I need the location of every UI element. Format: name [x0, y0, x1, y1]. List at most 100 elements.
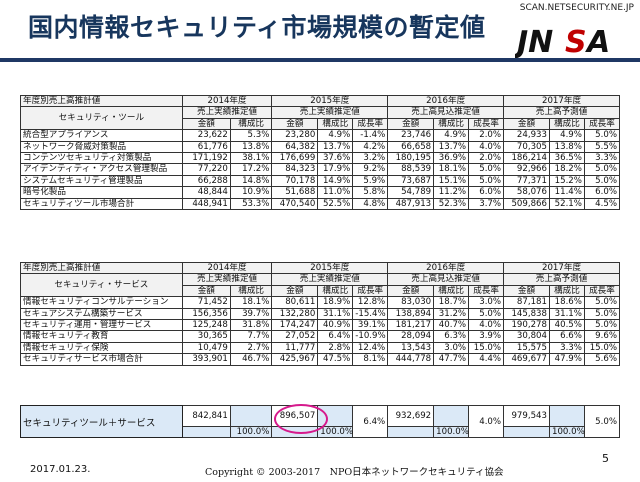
summary-value-2017: 979,543 — [503, 405, 550, 427]
row-label: セキュアシステム構築サービス — [20, 307, 183, 321]
column-label: 構成比 — [548, 284, 585, 298]
table-cell: 48,844 — [181, 186, 231, 199]
year-header: 2014年度 — [181, 261, 273, 275]
table-cell: 31.8% — [229, 319, 273, 332]
table-cell: 3.3% — [583, 152, 621, 165]
table-cell: 145,838 — [503, 307, 550, 321]
row-label: コンテンツセキュリティ対策製品 — [20, 152, 183, 165]
table-cell: 5.5% — [583, 140, 621, 154]
table-cell: 3.0% — [433, 341, 470, 355]
table-cell: 73,687 — [387, 174, 435, 188]
column-label: 金額 — [271, 284, 319, 298]
table-cell: 9.2% — [352, 163, 389, 176]
total-cell: 46.7% — [229, 353, 273, 366]
table-cell: 6.0% — [583, 186, 621, 199]
page-number: 5 — [602, 452, 609, 465]
table-cell: 11.2% — [433, 186, 470, 199]
table-row: 暗号化製品 48,844 10.9% 51,688 11.0% 5.8% 54,789 11.… — [20, 186, 621, 199]
table-cell: 5.9% — [352, 174, 389, 188]
total-cell: 47.5% — [317, 353, 354, 366]
svg-text:A: A — [585, 25, 610, 60]
table-row: ネットワーク脅威対策製品 61,776 13.8% 64,382 13.7% 4.2% 66… — [20, 140, 621, 154]
table-cell: 15.2% — [548, 174, 585, 188]
summary-fill-2016 — [387, 426, 435, 438]
table-cell: 83,030 — [387, 296, 435, 309]
header-rule — [0, 58, 640, 62]
table-cell: 5.0% — [468, 307, 505, 321]
year-header: 2017年度 — [503, 94, 620, 108]
table-cell: 15,575 — [503, 341, 550, 355]
total-cell: 4.4% — [468, 353, 505, 366]
total-label: セキュリティツール市場合計 — [20, 197, 183, 211]
table-cell: 40.7% — [433, 319, 470, 332]
summary-spacer-2014 — [229, 405, 273, 427]
table-cell: 31.1% — [548, 307, 585, 321]
corner-bottom: セキュリティ・サービス — [20, 273, 183, 298]
summary-spacer-2017 — [548, 405, 585, 427]
table-cell: 18.1% — [229, 296, 273, 309]
table-cell: 4.9% — [548, 129, 585, 142]
table-cell: 84,323 — [271, 163, 319, 176]
summary-fill-2014 — [181, 426, 231, 438]
footer-copyright: Copyright © 2003-2017 NPO日本ネットワークセキュリティ協… — [205, 467, 504, 478]
summary-growth-2017: 5.0% — [583, 405, 621, 438]
table-row: アイデンティティ・アクセス管理製品 77,220 17.2% 84,323 17.9% 9… — [20, 163, 621, 176]
table-cell: 5.0% — [583, 307, 621, 321]
table-cell: 27,052 — [271, 330, 319, 343]
table-cell: 3.3% — [548, 341, 585, 355]
table-cell: 92,966 — [503, 163, 550, 176]
table-cell: 36.9% — [433, 152, 470, 165]
table-cell: 5.0% — [583, 296, 621, 309]
footer-date: 2017.01.23. — [30, 464, 91, 475]
total-label: セキュリティサービス市場合計 — [20, 353, 183, 366]
table-cell: 6.6% — [548, 330, 585, 343]
table-cell: 4.0% — [468, 140, 505, 154]
year-header: 2017年度 — [503, 261, 620, 275]
year-subtitle: 売上実績推定値 — [271, 106, 389, 119]
column-label: 成長率 — [468, 284, 505, 298]
table-cell: 10.9% — [229, 186, 273, 199]
column-label: 金額 — [387, 284, 435, 298]
table-cell: 23,746 — [387, 129, 435, 142]
table-cell: 13,543 — [387, 341, 435, 355]
table-cell: 138,894 — [387, 307, 435, 321]
table-cell: 2.7% — [229, 341, 273, 355]
year-header: 2016年度 — [387, 94, 505, 108]
table-row: 統合型アプライアンス 23,622 5.3% 23,280 4.9% -1.4% 23,74… — [20, 129, 621, 142]
page-title: 国内情報セキュリティ市場規模の暫定値 — [28, 13, 486, 42]
table-row: セキュアシステム構築サービス 156,356 39.7% 132,280 31.1% -1… — [20, 307, 621, 321]
column-label: 構成比 — [548, 117, 585, 131]
table-cell: 12.4% — [352, 341, 389, 355]
table-cell: 87,181 — [503, 296, 550, 309]
table-cell: 66,658 — [387, 140, 435, 154]
table-cell: 2.0% — [468, 129, 505, 142]
year-subtitle: 売上高予測値 — [503, 106, 620, 119]
row-label: アイデンティティ・アクセス管理製品 — [20, 163, 183, 176]
column-label: 構成比 — [317, 284, 354, 298]
table-cell: 70,178 — [271, 174, 319, 188]
table-cell: 13.8% — [229, 140, 273, 154]
total-cell: 448,941 — [181, 197, 231, 211]
year-subtitle: 売上高見込推定値 — [387, 106, 505, 119]
total-row: セキュリティサービス市場合計 393,901 46.7% 425,967 47.5% 8.… — [20, 353, 621, 366]
summary-share-2016: 100.0% — [433, 426, 470, 438]
row-label: 情報セキュリティ教育 — [20, 330, 183, 343]
table-row: 情報セキュリティ保険 10,479 2.7% 11,777 2.8% 12.4% 13,54… — [20, 341, 621, 355]
table-cell: 4.0% — [468, 319, 505, 332]
table-cell: 11.0% — [317, 186, 354, 199]
summary-label: セキュリティツール＋サービス — [20, 405, 183, 438]
row-label: セキュリティ運用・管理サービス — [20, 319, 183, 332]
total-row: セキュリティツール市場合計 448,941 53.3% 470,540 52.5% 4.8… — [20, 197, 621, 211]
table-cell: 5.0% — [583, 174, 621, 188]
total-cell: 393,901 — [181, 353, 231, 366]
table-cell: 36.5% — [548, 152, 585, 165]
total-cell: 3.7% — [468, 197, 505, 211]
column-label: 成長率 — [468, 117, 505, 131]
table-cell: 5.0% — [583, 163, 621, 176]
table-cell: 39.1% — [352, 319, 389, 332]
total-cell: 487,913 — [387, 197, 435, 211]
table-cell: 7.7% — [229, 330, 273, 343]
table-cell: 15.1% — [433, 174, 470, 188]
table-cell: 24,933 — [503, 129, 550, 142]
table-cell: 54,789 — [387, 186, 435, 199]
